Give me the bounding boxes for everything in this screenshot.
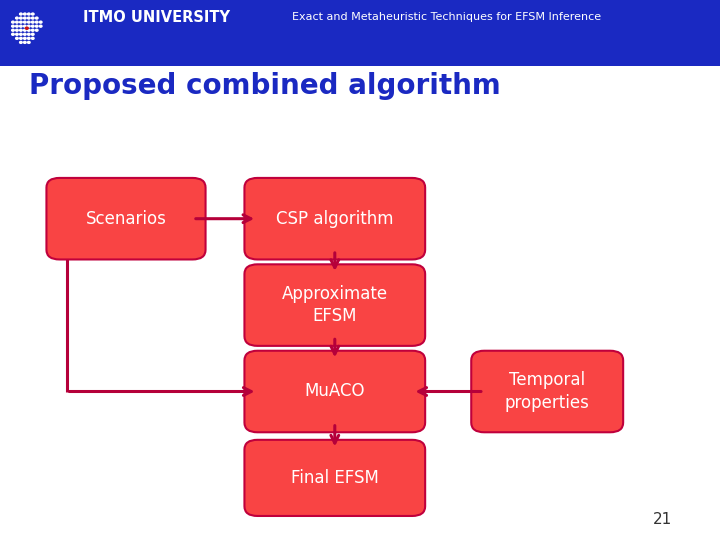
Circle shape bbox=[27, 42, 30, 43]
Text: Final EFSM: Final EFSM bbox=[291, 469, 379, 487]
FancyBboxPatch shape bbox=[245, 440, 425, 516]
Circle shape bbox=[16, 37, 18, 39]
Circle shape bbox=[19, 17, 22, 19]
Circle shape bbox=[40, 25, 42, 27]
Text: Temporal
properties: Temporal properties bbox=[505, 372, 590, 411]
Text: Exact and Metaheuristic Techniques for EFSM Inference: Exact and Metaheuristic Techniques for E… bbox=[292, 12, 601, 22]
Circle shape bbox=[27, 25, 30, 27]
Circle shape bbox=[27, 33, 30, 35]
Circle shape bbox=[16, 17, 18, 19]
Circle shape bbox=[32, 29, 34, 31]
Circle shape bbox=[16, 29, 18, 31]
FancyBboxPatch shape bbox=[46, 178, 206, 260]
Circle shape bbox=[19, 21, 22, 23]
Circle shape bbox=[19, 33, 22, 35]
Circle shape bbox=[24, 42, 26, 43]
Circle shape bbox=[27, 29, 30, 31]
Circle shape bbox=[24, 17, 26, 19]
Circle shape bbox=[24, 21, 26, 23]
Circle shape bbox=[35, 17, 38, 19]
Circle shape bbox=[40, 21, 42, 23]
Text: MuACO: MuACO bbox=[305, 382, 365, 401]
Circle shape bbox=[32, 13, 34, 15]
Circle shape bbox=[16, 25, 18, 27]
Circle shape bbox=[12, 25, 14, 27]
Text: 21: 21 bbox=[653, 512, 672, 527]
Circle shape bbox=[16, 33, 18, 35]
Circle shape bbox=[32, 21, 34, 23]
Circle shape bbox=[24, 25, 26, 27]
Circle shape bbox=[27, 21, 30, 23]
Circle shape bbox=[25, 27, 28, 29]
Circle shape bbox=[27, 37, 30, 39]
Circle shape bbox=[35, 21, 38, 23]
Circle shape bbox=[19, 29, 22, 31]
Circle shape bbox=[19, 37, 22, 39]
Circle shape bbox=[35, 29, 38, 31]
Circle shape bbox=[32, 25, 34, 27]
Text: ITMO UNIVERSITY: ITMO UNIVERSITY bbox=[83, 10, 230, 25]
Circle shape bbox=[24, 13, 26, 15]
Circle shape bbox=[12, 29, 14, 31]
Text: Scenarios: Scenarios bbox=[86, 210, 166, 228]
Circle shape bbox=[35, 25, 38, 27]
Circle shape bbox=[32, 33, 34, 35]
Circle shape bbox=[24, 37, 26, 39]
Circle shape bbox=[12, 33, 14, 35]
Circle shape bbox=[12, 21, 14, 23]
Circle shape bbox=[27, 17, 30, 19]
Circle shape bbox=[24, 29, 26, 31]
Text: CSP algorithm: CSP algorithm bbox=[276, 210, 394, 228]
Circle shape bbox=[16, 21, 18, 23]
FancyBboxPatch shape bbox=[245, 178, 425, 260]
Circle shape bbox=[32, 37, 34, 39]
Circle shape bbox=[32, 17, 34, 19]
Circle shape bbox=[27, 13, 30, 15]
Text: Approximate
EFSM: Approximate EFSM bbox=[282, 285, 388, 325]
FancyBboxPatch shape bbox=[245, 351, 425, 432]
Circle shape bbox=[19, 25, 22, 27]
Circle shape bbox=[19, 13, 22, 15]
FancyBboxPatch shape bbox=[0, 0, 720, 66]
Text: Proposed combined algorithm: Proposed combined algorithm bbox=[29, 72, 500, 100]
Circle shape bbox=[24, 33, 26, 35]
FancyBboxPatch shape bbox=[471, 351, 623, 432]
FancyBboxPatch shape bbox=[245, 265, 425, 346]
Circle shape bbox=[19, 42, 22, 43]
